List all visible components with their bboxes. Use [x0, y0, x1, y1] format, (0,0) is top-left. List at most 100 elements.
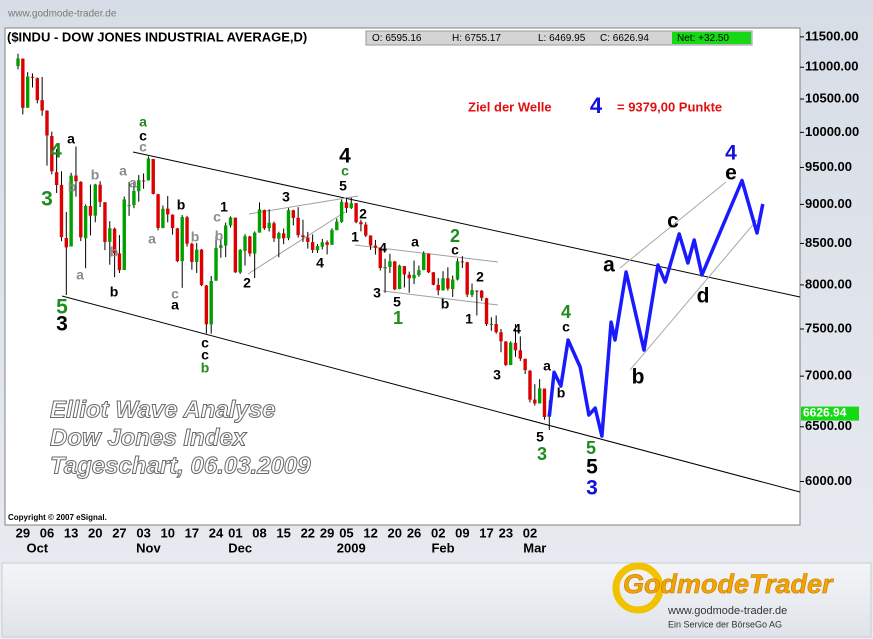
candle-body — [402, 266, 407, 275]
wave-label: c — [562, 319, 570, 335]
candle-body — [88, 206, 93, 216]
marks — [16, 53, 765, 438]
candle-body — [281, 233, 286, 239]
candle-body — [180, 217, 184, 262]
wave-label: c — [201, 347, 209, 363]
wave-label: b — [215, 228, 224, 244]
candle-body — [112, 228, 117, 254]
logo-brand: GodmodeTrader — [623, 569, 834, 599]
wave-label: 1 — [220, 199, 228, 215]
wave-label: c — [171, 286, 179, 302]
wave-label: a — [119, 163, 127, 179]
y-tick-label: 7500.00 — [805, 320, 852, 335]
wave-label: a — [129, 175, 137, 191]
y-tick-label: 8000.00 — [805, 276, 852, 291]
candle-body — [108, 228, 112, 242]
wave-label: c — [201, 335, 209, 351]
guide-line — [629, 219, 758, 371]
guide-line — [248, 195, 359, 215]
candle-body — [132, 190, 136, 206]
wave-label: 3 — [282, 189, 290, 205]
wave-label: 4 — [316, 255, 324, 271]
wave-label: b — [632, 366, 645, 389]
candle-body — [344, 202, 349, 209]
candle-body — [296, 217, 300, 236]
wave-label: a — [139, 114, 147, 130]
y-tick-label: 7000.00 — [805, 368, 852, 383]
candle-body — [277, 233, 281, 239]
candle-body — [475, 290, 479, 292]
candle-body — [378, 247, 382, 269]
candle-body — [83, 205, 88, 239]
x-tick-label: 22 — [301, 525, 315, 540]
logo: GodmodeTrader www.godmode-trader.de Ein … — [612, 562, 834, 629]
candle-body — [407, 274, 411, 279]
candle-body — [272, 223, 276, 239]
target-wave: 4 — [590, 93, 603, 118]
watermark: www.godmode-trader.de — [7, 9, 117, 20]
wave-label: 1 — [351, 229, 359, 245]
x-tick-label: 02 — [523, 525, 537, 540]
candle-body — [320, 242, 324, 247]
candle-body — [455, 261, 460, 280]
candle-body — [59, 184, 64, 238]
candle-body — [388, 261, 392, 267]
candle-body — [383, 267, 387, 269]
channel-lines — [61, 151, 801, 493]
x-group-label: Feb — [431, 540, 454, 555]
candle-body — [441, 278, 445, 291]
target-suffix: = 9379,00 Punkte — [617, 99, 722, 114]
candle-body — [451, 279, 455, 290]
quote-bar — [365, 30, 753, 46]
candle-body — [470, 290, 474, 295]
candle-body — [248, 236, 252, 254]
overlay-line: Tageschart, 06.03.2009 — [50, 452, 311, 479]
wave-label: 4 — [561, 302, 571, 322]
wave-label: b — [191, 229, 200, 245]
candle-body — [257, 209, 262, 233]
candle-body — [214, 248, 218, 281]
candle-body — [199, 249, 204, 286]
wave-label: 5 — [393, 294, 401, 310]
wave-label: c — [341, 163, 349, 179]
candle-body — [431, 272, 436, 285]
candle-body — [412, 275, 416, 279]
x-tick-label: 05 — [339, 525, 353, 540]
candle-body — [252, 232, 257, 254]
x-tick-label: 29 — [16, 525, 30, 540]
candle-body — [446, 278, 450, 289]
wave-label: c — [139, 128, 147, 144]
candle-body — [122, 199, 126, 271]
candle-body — [508, 342, 513, 366]
wave-label: b — [201, 360, 210, 376]
wave-label: 1 — [393, 308, 403, 328]
wave-label: 2 — [359, 206, 367, 222]
upper-channel — [132, 151, 801, 298]
candle-body — [127, 205, 131, 207]
x-group-label: Oct — [26, 540, 48, 555]
wave-label: 4 — [50, 140, 62, 163]
y-tick-label: 8500.00 — [805, 235, 852, 250]
candle-body — [190, 243, 194, 262]
candle-body — [146, 158, 151, 181]
candle-body — [175, 228, 180, 262]
net-box — [672, 32, 751, 44]
candle-body — [310, 242, 315, 250]
wave-label: 2 — [450, 226, 460, 246]
candle-body — [436, 284, 440, 291]
logo-url: www.godmode-trader.de — [667, 605, 787, 617]
candle-body — [233, 217, 238, 273]
candle-body — [79, 181, 83, 238]
wave-label: 2 — [476, 269, 484, 285]
wave-label: e — [725, 162, 737, 185]
candle-body — [359, 222, 363, 225]
y-tick-label: 10500.00 — [805, 90, 859, 105]
candle-body — [185, 217, 189, 244]
x-tick-label: 08 — [252, 525, 266, 540]
candle-body — [40, 100, 44, 111]
x-group-label: Dec — [228, 540, 252, 555]
x-tick-label: 26 — [407, 525, 421, 540]
wave-label: 5 — [536, 429, 544, 445]
candle-body — [238, 249, 242, 273]
